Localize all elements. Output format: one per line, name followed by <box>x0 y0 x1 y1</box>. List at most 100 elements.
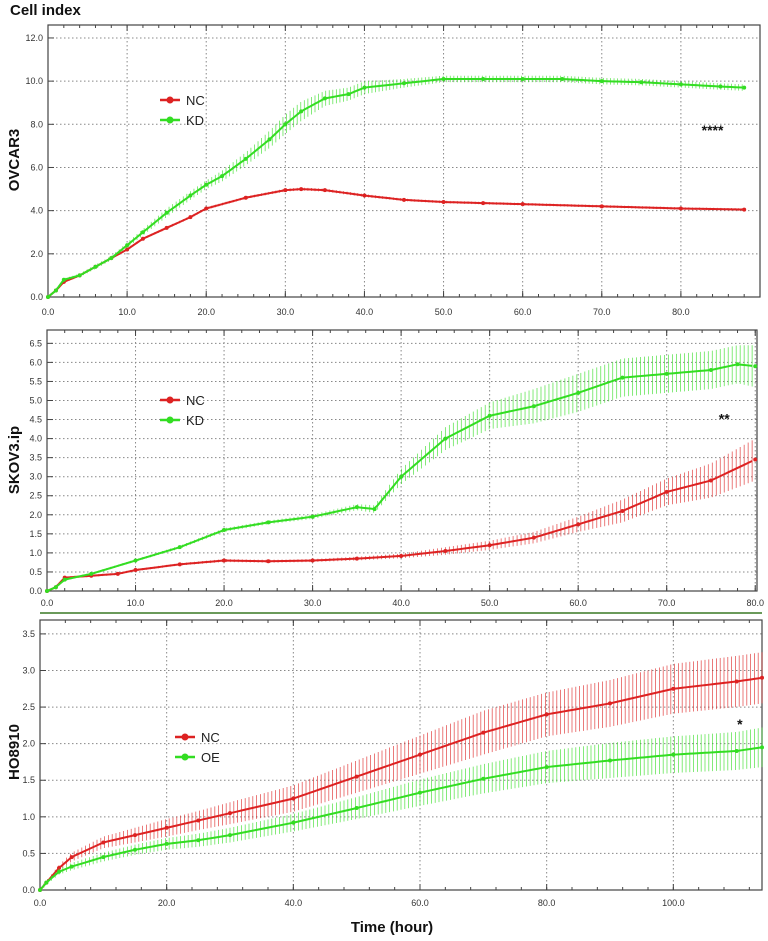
y-tick-label: 5.5 <box>29 376 42 386</box>
y-tick-label: 5.0 <box>29 395 42 405</box>
data-point <box>399 474 404 479</box>
y-tick-label: 2.0 <box>22 739 35 749</box>
legend-marker-nc <box>166 396 174 404</box>
y-tick-label: 0.0 <box>22 885 35 895</box>
data-point <box>481 730 486 735</box>
data-point <box>283 188 288 193</box>
y-tick-label: 12.0 <box>25 33 43 43</box>
data-point <box>125 247 130 252</box>
data-point <box>61 277 66 282</box>
panel-ovcar3: 0.0 10.0 20.0 30.0 40.0 50.0 60.0 70.0 80.0 0.0 2.… <box>25 24 761 317</box>
data-point <box>243 195 248 200</box>
data-point <box>753 457 758 462</box>
data-point <box>443 548 448 553</box>
y-tick-label: 2.0 <box>30 249 43 259</box>
data-point <box>753 364 758 369</box>
data-point <box>481 776 486 781</box>
data-point <box>222 528 227 533</box>
data-point <box>481 76 486 81</box>
y-tick-label: 3.0 <box>29 472 42 482</box>
y-axis-label-ho8910: HO8910 <box>6 724 23 780</box>
data-point <box>487 543 492 548</box>
data-point <box>354 505 359 510</box>
data-point <box>678 206 683 211</box>
x-tick-label: 40.0 <box>285 898 303 908</box>
y-tick-label: 10.0 <box>25 76 43 86</box>
y-tick-label: 2.0 <box>29 510 42 520</box>
data-point <box>742 85 747 90</box>
significance-annotation: * <box>737 716 743 732</box>
data-point <box>531 404 536 409</box>
data-point <box>664 489 669 494</box>
data-point <box>576 522 581 527</box>
x-tick-label: 10.0 <box>127 598 145 608</box>
legend-label-nc: NC <box>186 93 205 108</box>
y-tick-label: 6.5 <box>29 338 42 348</box>
series-line-nc <box>47 188 743 298</box>
legend-label-kd: KD <box>186 113 204 128</box>
data-point <box>164 841 169 846</box>
y-tick-label: 1.5 <box>22 775 35 785</box>
significance-annotation: ** <box>719 410 730 426</box>
data-point <box>140 236 145 241</box>
data-point <box>671 752 676 757</box>
data-point <box>228 833 232 838</box>
y-tick-label: 6.0 <box>30 162 43 172</box>
data-point <box>164 825 169 830</box>
y-tick-label: 1.0 <box>29 548 42 558</box>
data-point <box>310 558 315 563</box>
data-point <box>222 558 227 563</box>
data-point <box>346 92 351 97</box>
series-line-kd <box>46 363 753 592</box>
plot-frame <box>46 329 758 592</box>
x-tick-label: 30.0 <box>304 598 322 608</box>
series-kd <box>46 75 747 299</box>
data-point <box>599 204 604 209</box>
data-point <box>44 880 49 885</box>
x-tick-label: 50.0 <box>481 598 499 608</box>
y-tick-label: 8.0 <box>30 119 43 129</box>
data-point <box>708 478 713 483</box>
series-line-kd <box>47 77 743 298</box>
x-tick-label: 20.0 <box>158 898 176 908</box>
data-point <box>576 390 581 395</box>
data-point <box>133 568 138 573</box>
x-tick-label: 40.0 <box>392 598 410 608</box>
x-tick-label: 0.0 <box>41 598 54 608</box>
data-point <box>177 562 182 567</box>
data-point <box>204 206 209 211</box>
data-point <box>362 85 367 90</box>
x-tick-label: 40.0 <box>356 307 374 317</box>
data-point <box>69 855 74 860</box>
data-point <box>77 273 82 278</box>
x-tick-label: 60.0 <box>411 898 429 908</box>
chart-title: Cell index <box>10 2 82 19</box>
data-point <box>760 745 764 750</box>
x-tick-label: 0.0 <box>42 307 55 317</box>
data-point <box>418 790 422 795</box>
data-point <box>402 197 406 202</box>
x-tick-label: 60.0 <box>569 598 587 608</box>
x-tick-label: 70.0 <box>658 598 676 608</box>
data-point <box>664 371 669 376</box>
y-tick-label: 0.5 <box>29 567 42 577</box>
data-point <box>188 193 193 198</box>
data-point <box>443 436 448 441</box>
data-point <box>531 535 536 540</box>
data-point <box>299 187 304 192</box>
data-point <box>520 76 525 81</box>
data-point <box>133 558 138 563</box>
data-point <box>399 553 404 558</box>
plot-frame <box>47 24 761 298</box>
data-point <box>204 182 209 187</box>
data-point <box>322 96 327 101</box>
legend-marker-nc <box>166 96 174 104</box>
x-axis-label: Time (hour) <box>351 919 433 936</box>
data-point <box>196 838 201 843</box>
x-tick-label: 100.0 <box>662 898 685 908</box>
data-point <box>291 796 296 801</box>
legend-label-nc: NC <box>186 393 205 408</box>
x-tick-label: 30.0 <box>277 307 295 317</box>
data-point <box>101 840 106 845</box>
